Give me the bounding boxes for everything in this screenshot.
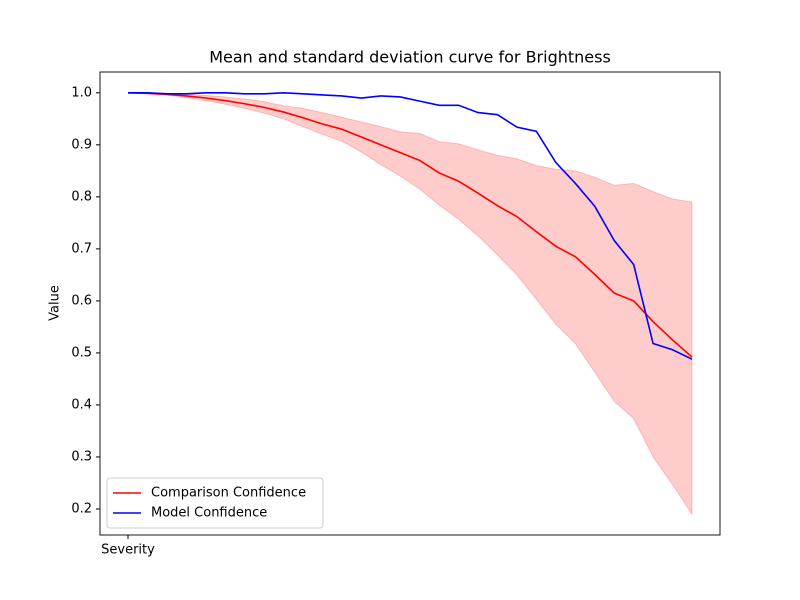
x-tick-label: Severity bbox=[101, 543, 155, 558]
y-tick-label: 0.2 bbox=[71, 501, 92, 516]
y-tick-label: 0.6 bbox=[71, 293, 92, 308]
chart-title: Mean and standard deviation curve for Br… bbox=[209, 48, 611, 67]
line bbox=[128, 92, 693, 360]
y-tick-label: 0.5 bbox=[71, 345, 92, 360]
plot-frame bbox=[99, 71, 721, 536]
y-tick-label: 0.7 bbox=[71, 241, 92, 256]
y-tick-label: 1.0 bbox=[71, 85, 92, 100]
line bbox=[127, 92, 693, 358]
y-tick-label: 0.8 bbox=[71, 189, 92, 204]
legend-label: Comparison Confidence bbox=[151, 486, 306, 501]
y-axis-label: Value bbox=[48, 285, 63, 321]
legend-box bbox=[106, 477, 324, 529]
y-tick-label: 0.3 bbox=[71, 449, 92, 464]
std-band bbox=[127, 92, 693, 516]
y-tick-label: 0.9 bbox=[71, 137, 92, 152]
y-tick-label: 0.4 bbox=[71, 397, 92, 412]
legend-label: Model Confidence bbox=[151, 506, 267, 521]
